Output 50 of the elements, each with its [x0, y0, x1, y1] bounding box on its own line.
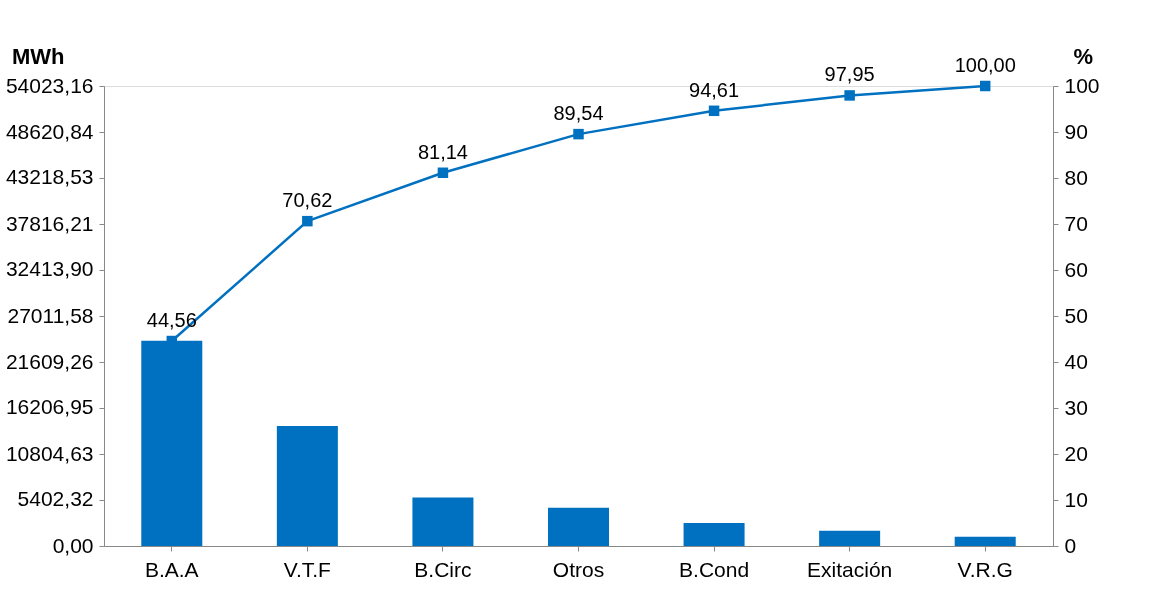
data-label: 44,56: [146, 309, 197, 332]
x-tick-label: V.R.G: [957, 557, 1013, 581]
y-tick-label: 43218,53: [5, 165, 94, 189]
data-label: 94,61: [689, 78, 740, 101]
data-label: 81,14: [417, 140, 468, 163]
bar: [683, 523, 745, 546]
y-tick-label: 27011,58: [7, 303, 94, 327]
point: [844, 90, 855, 101]
data-label: 89,54: [553, 102, 604, 125]
y-tick-label: 16206,95: [5, 395, 94, 419]
y2-tick-label: 10: [1064, 487, 1088, 511]
y2-tick-label: 60: [1064, 257, 1088, 281]
y-tick-label: 10804,63: [5, 441, 94, 465]
y-tick-label: 37816,21: [5, 211, 94, 235]
y-tick-label: 5402,32: [17, 487, 94, 511]
y2-tick-label: 20: [1064, 441, 1088, 465]
y-tick-label: 0,00: [52, 533, 94, 557]
bar: [548, 507, 609, 546]
y2-tick-label: 0: [1064, 533, 1077, 557]
y2-tick-label: 80: [1064, 165, 1088, 189]
y-tick-label: 32413,90: [5, 257, 94, 281]
bar: [819, 530, 881, 546]
y-tick-label: 54023,16: [5, 73, 94, 97]
data-label: 100,00: [954, 54, 1016, 76]
y2-tick-label: 30: [1064, 395, 1088, 419]
y2-tick-label: 40: [1064, 349, 1088, 373]
x-tick-label: B.Circ: [414, 557, 472, 581]
data-label: 97,95: [824, 63, 875, 86]
y-axis-title: MWh: [11, 43, 65, 69]
data-label: 70,62: [282, 189, 333, 212]
x-tick-label: V.T.F: [283, 557, 331, 581]
bar: [276, 425, 338, 546]
bar: [954, 536, 1016, 546]
point: [979, 80, 991, 92]
bar: [412, 497, 474, 546]
y2-tick-label: 90: [1064, 119, 1088, 143]
point: [437, 167, 449, 178]
point: [708, 105, 720, 117]
y2-tick-label: 100: [1064, 73, 1100, 97]
y2-axis-title: %: [1073, 43, 1094, 69]
point: [573, 128, 584, 140]
y-tick-label: 21609,26: [5, 349, 94, 373]
x-tick-label: Exitación: [807, 557, 893, 581]
y2-tick-label: 70: [1064, 211, 1088, 235]
y-tick-label: 48620,84: [5, 119, 94, 143]
x-tick-label: Otros: [552, 557, 605, 581]
x-tick-label: B.A.A: [144, 557, 199, 581]
y2-tick-label: 50: [1064, 303, 1088, 327]
x-tick-label: B.Cond: [679, 557, 750, 581]
point: [302, 215, 313, 227]
